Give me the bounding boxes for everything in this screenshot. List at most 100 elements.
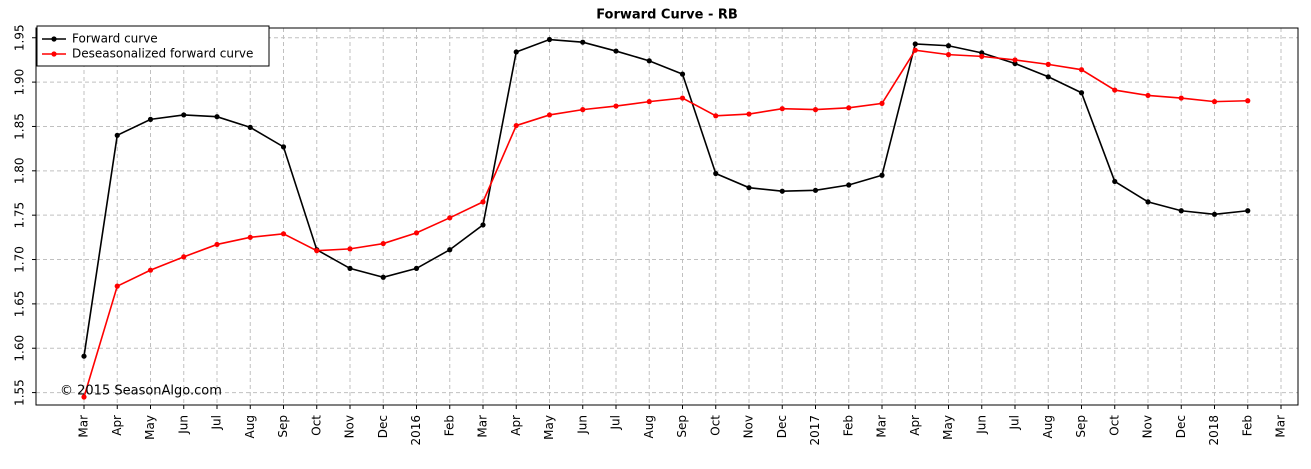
data-point (181, 112, 187, 118)
data-point (147, 267, 154, 273)
x-tick-label: Mar (875, 415, 889, 438)
data-point (1211, 211, 1218, 217)
x-tick-label: Sep (1074, 415, 1088, 438)
data-point (546, 36, 553, 43)
x-tick-label: Mar (476, 415, 490, 438)
x-tick-label: Mar (1274, 415, 1288, 438)
y-tick-label: 1.80 (13, 157, 27, 184)
x-tick-label: 2018 (1207, 415, 1221, 446)
data-point (1012, 57, 1018, 63)
y-tick-label: 1.85 (13, 113, 27, 140)
x-tick-label: Sep (675, 415, 689, 438)
series-line (83, 38, 1248, 357)
x-tick-label: Aug (1041, 415, 1055, 438)
data-point (181, 254, 187, 260)
x-tick-label: Jul (609, 415, 623, 430)
data-point (447, 215, 453, 221)
plot-frame (35, 27, 1299, 406)
data-point (1045, 61, 1051, 67)
data-point (1078, 90, 1085, 96)
data-point (247, 234, 253, 240)
data-point (879, 100, 885, 106)
y-tick-label: 1.75 (13, 202, 27, 229)
x-tick-label: Dec (775, 415, 789, 438)
data-point (646, 99, 652, 105)
data-point (779, 188, 785, 194)
y-tick-label: 1.65 (13, 291, 27, 318)
legend-marker (51, 51, 57, 57)
y-tick-label: 1.90 (13, 69, 27, 96)
x-tick-label: Oct (309, 415, 323, 436)
y-tick-label: 1.70 (13, 246, 27, 273)
x-tick-label: May (143, 415, 157, 440)
data-point (979, 53, 985, 59)
data-point (114, 132, 120, 138)
legend-box (36, 25, 270, 67)
data-point (513, 49, 519, 55)
annotation: © 2015 SeasonAlgo.com (60, 384, 222, 399)
data-point (580, 39, 586, 45)
x-tick-label: Apr (509, 415, 523, 436)
data-point (447, 247, 453, 253)
data-point (679, 71, 686, 77)
data-point (713, 113, 719, 119)
y-tick-label: 1.60 (13, 335, 27, 362)
legend-label: Deseasonalized forward curve (72, 47, 253, 61)
data-point (713, 170, 719, 177)
data-point (81, 394, 87, 400)
data-point (912, 41, 918, 47)
chart-title: Forward Curve - RB (596, 8, 738, 23)
data-point (1112, 87, 1118, 93)
y-tick-label: 1.95 (13, 24, 27, 51)
x-tick-label: Dec (376, 415, 390, 438)
data-point (646, 58, 652, 64)
data-point (347, 246, 353, 252)
x-tick-label: Nov (1141, 415, 1155, 438)
x-tick-label: Apr (110, 415, 124, 436)
x-tick-label: Feb (442, 415, 456, 436)
data-point (1178, 208, 1184, 214)
data-point (413, 230, 420, 236)
x-tick-label: Aug (642, 415, 656, 438)
data-point (1078, 67, 1085, 73)
data-point (380, 274, 386, 280)
data-point (1145, 199, 1151, 205)
x-tick-label: May (941, 415, 955, 440)
data-point (1045, 74, 1051, 80)
data-point (114, 283, 120, 289)
legend-label: Forward curve (72, 32, 158, 46)
x-tick-label: 2016 (409, 415, 423, 446)
x-tick-label: Jun (575, 415, 589, 435)
x-tick-label: Apr (908, 415, 922, 436)
data-point (945, 43, 952, 49)
data-point (746, 185, 752, 191)
x-tick-label: Jun (176, 415, 190, 435)
x-tick-label: Sep (276, 415, 290, 438)
x-tick-label: Dec (1174, 415, 1188, 438)
data-point (812, 107, 819, 113)
data-point (679, 95, 686, 101)
data-point (81, 353, 87, 359)
data-point (945, 52, 952, 58)
x-tick-label: Oct (1107, 415, 1121, 436)
data-point (380, 240, 386, 247)
data-point (546, 112, 553, 118)
data-point (347, 265, 353, 271)
x-tick-label: May (542, 415, 556, 440)
x-tick-label: 2017 (808, 415, 822, 446)
data-point (214, 114, 220, 120)
data-point (613, 48, 619, 54)
data-point (480, 222, 486, 228)
x-tick-label: Nov (343, 415, 357, 438)
data-point (846, 105, 852, 111)
x-tick-label: Feb (1240, 415, 1254, 436)
data-point (1112, 178, 1118, 185)
x-tick-label: Jun (974, 415, 988, 435)
data-point (846, 182, 852, 188)
data-point (314, 248, 320, 254)
data-point (1145, 92, 1151, 99)
data-point (746, 111, 752, 117)
data-point (247, 124, 253, 130)
data-point (779, 106, 785, 112)
